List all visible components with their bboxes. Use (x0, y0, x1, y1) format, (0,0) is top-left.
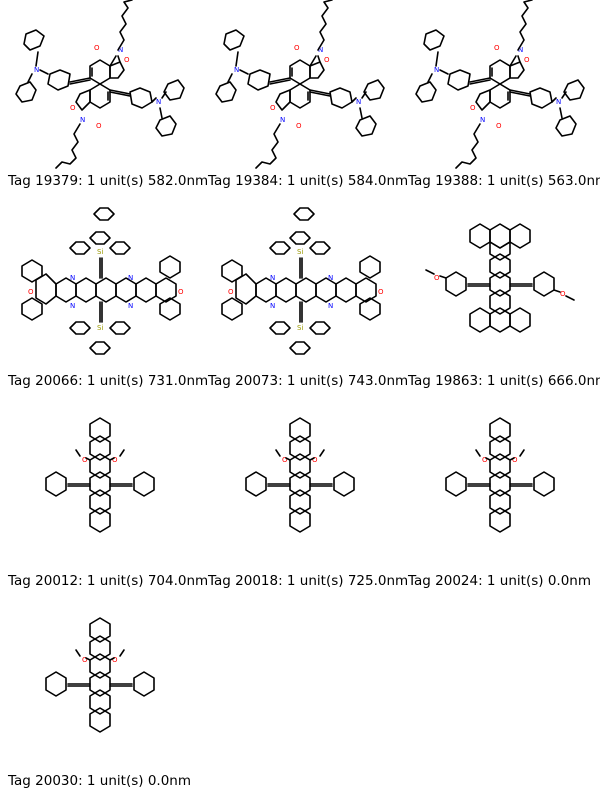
molecule-cell: Tag 19863: 1 unit(s) 666.0nm (400, 200, 600, 400)
dimethoxy-phenylethynyl-acene-molecule-icon (45, 617, 155, 733)
molecule-legend: Tag 20012: 1 unit(s) 704.0nm (8, 573, 209, 589)
molecule-cell: Tag 20018: 1 unit(s) 725.0nm (200, 400, 408, 600)
molecule-cell: Tag 20012: 1 unit(s) 704.0nm (0, 400, 208, 600)
molecule-legend: Tag 20030: 1 unit(s) 0.0nm (8, 773, 192, 789)
molecule-legend: Tag 19384: 1 unit(s) 584.0nm (208, 173, 409, 189)
molecule-cell: Tag 19384: 1 unit(s) 584.0nm (200, 0, 408, 200)
molecule-cell: Tag 19379: 1 unit(s) 582.0nm (0, 0, 208, 200)
dimethoxy-phenylethynyl-acene-molecule-icon (45, 417, 155, 533)
molecule-cell: Tag 20030: 1 unit(s) 0.0nm (0, 600, 200, 800)
imide-diarylamine-alkyne-molecule-icon (15, 0, 185, 169)
dimethoxy-phenylethynyl-acene-molecule-icon (445, 417, 555, 533)
imide-diarylamine-alkyne-molecule-icon (415, 0, 585, 169)
molecule-legend: Tag 19388: 1 unit(s) 563.0nm (408, 173, 600, 189)
molecule-legend: Tag 20066: 1 unit(s) 731.0nm (8, 373, 209, 389)
molecule-legend: Tag 20024: 1 unit(s) 0.0nm (408, 573, 592, 589)
molecule-legend: Tag 20018: 1 unit(s) 725.0nm (208, 573, 409, 589)
molecule-legend: Tag 19863: 1 unit(s) 666.0nm (408, 373, 600, 389)
silyl-acene-phenazine-molecule-icon (221, 207, 385, 355)
molecule-cell: Tag 20066: 1 unit(s) 731.0nm (0, 200, 208, 400)
molecule-cell: Tag 20024: 1 unit(s) 0.0nm (400, 400, 600, 600)
silyl-acene-phenazine-molecule-icon (21, 207, 185, 355)
molecule-cell: Tag 20073: 1 unit(s) 743.0nm (200, 200, 408, 400)
molecule-legend: Tag 20073: 1 unit(s) 743.0nm (208, 373, 409, 389)
imide-diarylamine-alkyne-molecule-icon (215, 0, 385, 169)
dimethoxy-phenylethynyl-acene-molecule-icon (245, 417, 355, 533)
methoxyphenyl-alkyne-acene-molecule-icon (425, 223, 575, 333)
molecule-cell: Tag 19388: 1 unit(s) 563.0nm (400, 0, 600, 200)
molecule-legend: Tag 19379: 1 unit(s) 582.0nm (8, 173, 209, 189)
